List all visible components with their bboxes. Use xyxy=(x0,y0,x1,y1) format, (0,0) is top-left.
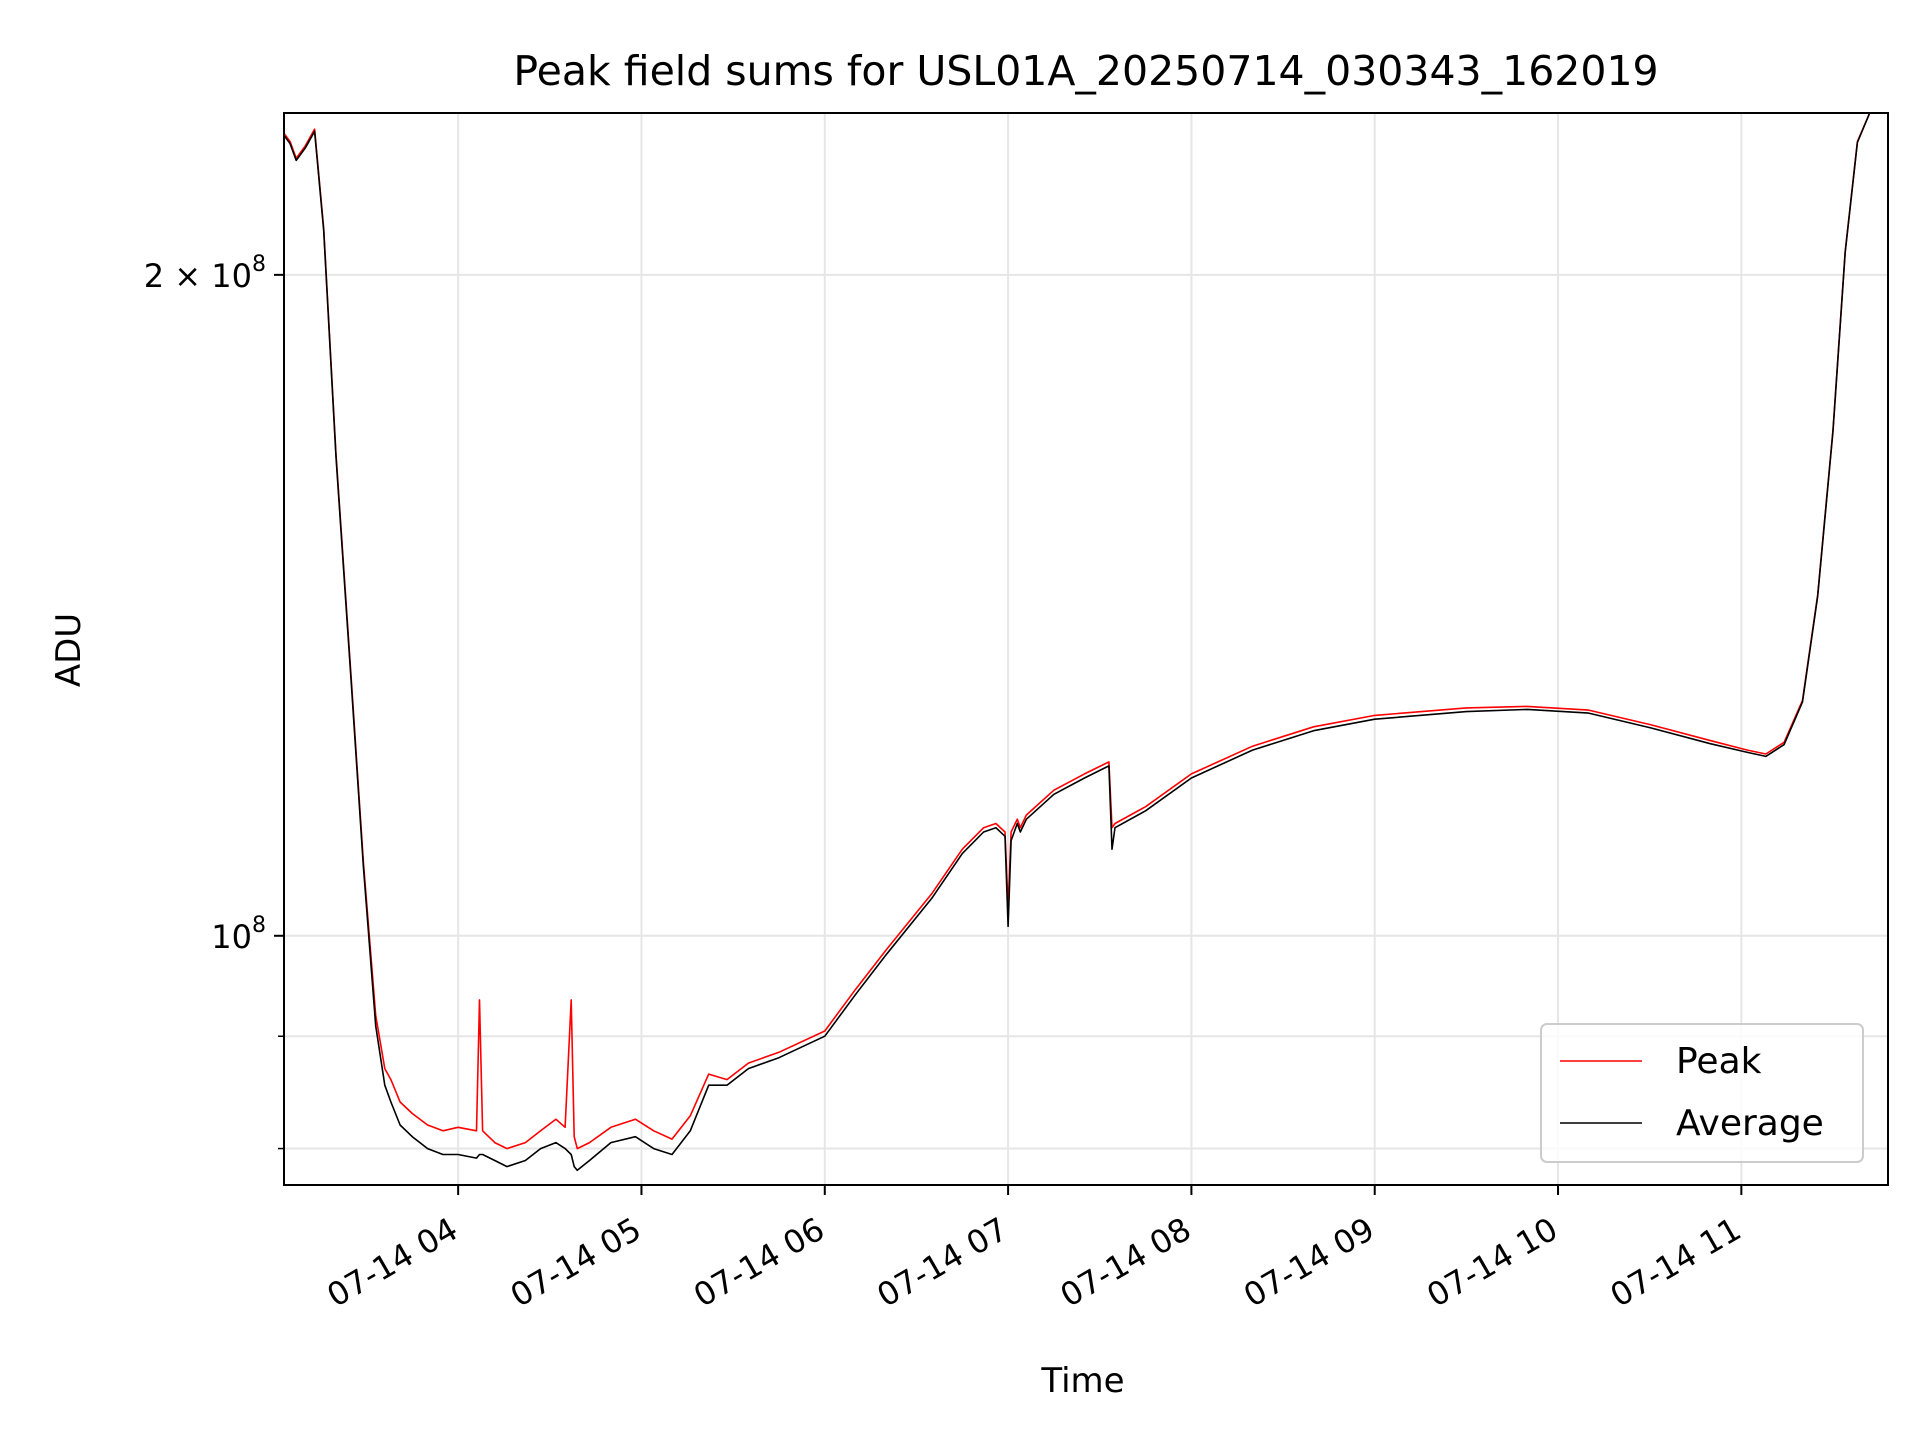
series-line-peak xyxy=(284,113,1888,1150)
legend-box xyxy=(1540,1023,1864,1163)
y-tick-label-exponent: 8 xyxy=(252,913,266,938)
legend-average-label: Average xyxy=(1676,1103,1824,1144)
y-tick-label: 108 xyxy=(211,913,266,956)
y-axis-label: ADU xyxy=(49,613,89,687)
y-tick-label-exponent: 8 xyxy=(252,252,266,277)
y-tick-label-base: 10 xyxy=(211,918,252,956)
y-tick-label-base: 2 × 10 xyxy=(144,257,252,295)
series-lines xyxy=(284,113,1888,1172)
y-tick-label: 2 × 108 xyxy=(144,252,266,295)
plot-frame xyxy=(283,112,1889,1186)
chart-title: Peak field sums for USL01A_20250714_0303… xyxy=(513,47,1658,95)
series-line-average xyxy=(284,113,1888,1172)
legend-peak-label: Peak xyxy=(1676,1041,1762,1082)
legend: Peak Average xyxy=(1540,1023,1864,1163)
x-axis-label: Time xyxy=(1040,1361,1124,1401)
